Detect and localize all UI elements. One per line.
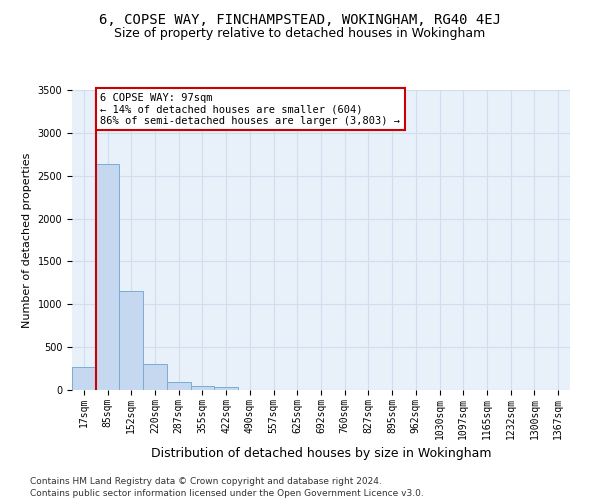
X-axis label: Distribution of detached houses by size in Wokingham: Distribution of detached houses by size … bbox=[151, 447, 491, 460]
Text: 6 COPSE WAY: 97sqm
← 14% of detached houses are smaller (604)
86% of semi-detach: 6 COPSE WAY: 97sqm ← 14% of detached hou… bbox=[100, 92, 400, 126]
Text: Contains HM Land Registry data © Crown copyright and database right 2024.: Contains HM Land Registry data © Crown c… bbox=[30, 478, 382, 486]
Text: Contains public sector information licensed under the Open Government Licence v3: Contains public sector information licen… bbox=[30, 489, 424, 498]
Text: Size of property relative to detached houses in Wokingham: Size of property relative to detached ho… bbox=[115, 28, 485, 40]
Bar bbox=[143, 364, 167, 390]
Bar bbox=[119, 292, 143, 390]
Y-axis label: Number of detached properties: Number of detached properties bbox=[22, 152, 32, 328]
Bar bbox=[214, 388, 238, 390]
Text: 6, COPSE WAY, FINCHAMPSTEAD, WOKINGHAM, RG40 4EJ: 6, COPSE WAY, FINCHAMPSTEAD, WOKINGHAM, … bbox=[99, 12, 501, 26]
Bar bbox=[191, 386, 214, 390]
Bar bbox=[72, 367, 96, 390]
Bar bbox=[167, 382, 191, 390]
Bar bbox=[96, 164, 119, 390]
